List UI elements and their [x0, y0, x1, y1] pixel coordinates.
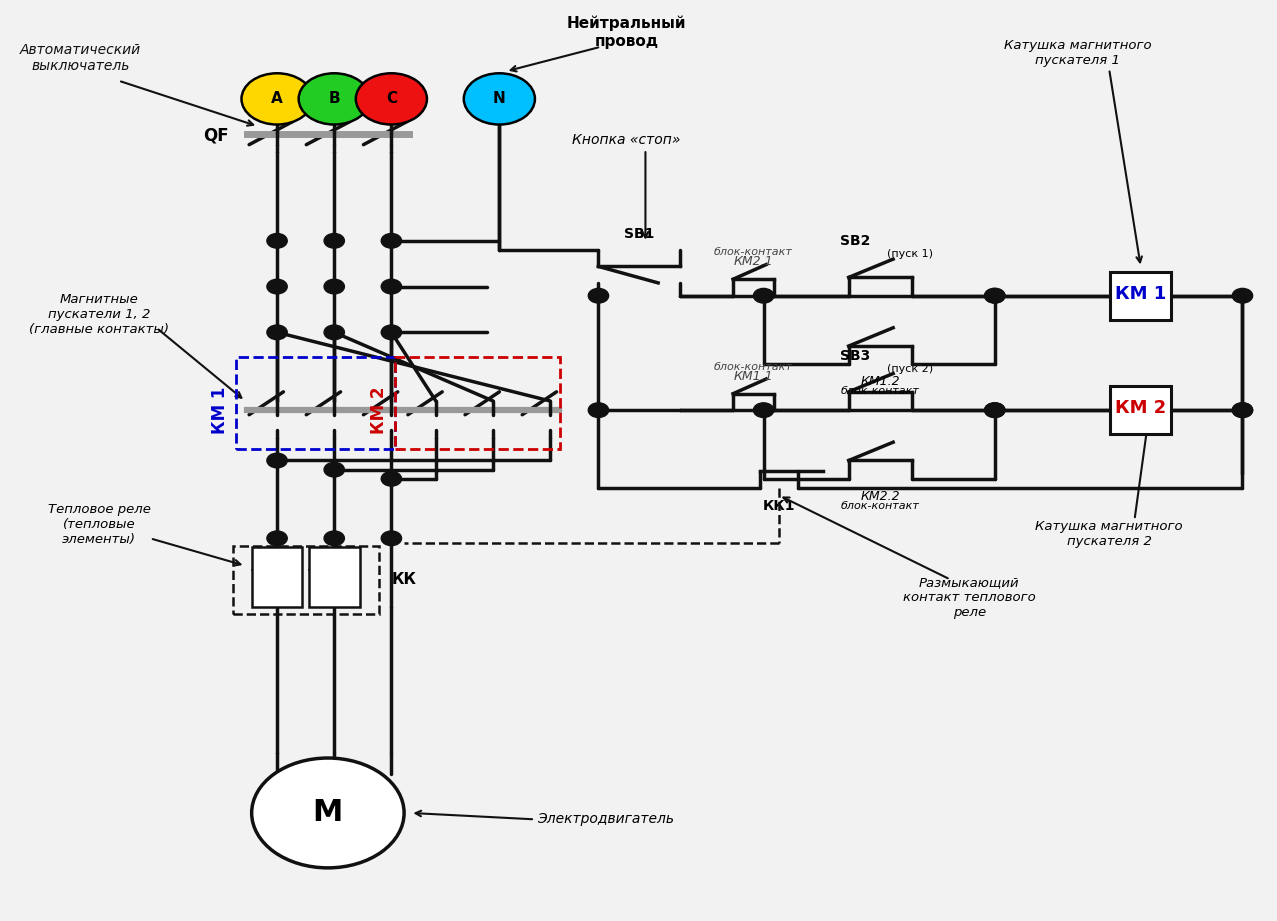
Text: КМ 1: КМ 1	[211, 387, 229, 434]
Text: C: C	[386, 91, 397, 107]
Text: QF: QF	[203, 126, 229, 145]
Text: (пуск 2): (пуск 2)	[886, 364, 933, 374]
Text: КМ 2: КМ 2	[1115, 400, 1166, 417]
Text: КМ1.2: КМ1.2	[861, 376, 900, 389]
Text: Тепловое реле
(тепловые
элементы): Тепловое реле (тепловые элементы)	[47, 503, 151, 546]
Circle shape	[324, 462, 345, 477]
Circle shape	[589, 288, 609, 303]
Circle shape	[252, 758, 404, 868]
Bar	[309, 547, 360, 607]
Text: Электродвигатель: Электродвигатель	[538, 812, 674, 826]
Text: (пуск 1): (пуск 1)	[886, 249, 932, 259]
Text: КМ1.1: КМ1.1	[733, 369, 774, 383]
Text: КМ 1: КМ 1	[1115, 285, 1166, 303]
Circle shape	[985, 402, 1005, 417]
Circle shape	[985, 288, 1005, 303]
Circle shape	[299, 74, 370, 124]
Circle shape	[324, 233, 345, 248]
Circle shape	[753, 402, 774, 417]
Circle shape	[267, 233, 287, 248]
Circle shape	[464, 74, 535, 124]
Circle shape	[356, 74, 427, 124]
Circle shape	[1232, 402, 1253, 417]
Circle shape	[324, 279, 345, 294]
Circle shape	[985, 288, 1005, 303]
Circle shape	[324, 325, 345, 340]
Circle shape	[1232, 402, 1253, 417]
Text: Автоматический
выключатель: Автоматический выключатель	[19, 42, 140, 73]
Circle shape	[382, 233, 401, 248]
Text: B: B	[328, 91, 340, 107]
Text: блок-контакт: блок-контакт	[714, 362, 793, 372]
Circle shape	[589, 402, 609, 417]
Text: Катушка магнитного
пускателя 1: Катушка магнитного пускателя 1	[1004, 39, 1151, 67]
Circle shape	[985, 402, 1005, 417]
Circle shape	[382, 325, 401, 340]
Text: Кнопка «стоп»: Кнопка «стоп»	[572, 134, 681, 147]
Text: М: М	[313, 799, 344, 827]
Circle shape	[382, 279, 401, 294]
Text: блок-контакт: блок-контакт	[842, 501, 919, 511]
Bar	[252, 547, 303, 607]
Circle shape	[267, 453, 287, 468]
Text: КК: КК	[391, 573, 416, 588]
Bar	[1111, 272, 1171, 320]
Text: КМ 2: КМ 2	[369, 387, 388, 434]
Text: SB3: SB3	[840, 348, 870, 363]
Circle shape	[267, 325, 287, 340]
Text: КМ2.1: КМ2.1	[733, 255, 774, 268]
Text: SB1: SB1	[624, 227, 654, 240]
Text: A: A	[271, 91, 283, 107]
Circle shape	[267, 279, 287, 294]
Text: блок-контакт: блок-контакт	[842, 386, 919, 396]
Circle shape	[753, 288, 774, 303]
Text: Катушка магнитного
пускателя 2: Катушка магнитного пускателя 2	[1036, 519, 1183, 548]
Text: КМ2.2: КМ2.2	[861, 490, 900, 503]
Text: блок-контакт: блок-контакт	[714, 247, 793, 257]
Text: Размыкающий
контакт теплового
реле: Размыкающий контакт теплового реле	[903, 577, 1036, 619]
Circle shape	[382, 472, 401, 486]
Text: N: N	[493, 91, 506, 107]
Circle shape	[241, 74, 313, 124]
Text: КК1: КК1	[762, 499, 796, 513]
Circle shape	[267, 531, 287, 545]
Circle shape	[1232, 288, 1253, 303]
Text: Нейтральный
провод: Нейтральный провод	[567, 16, 686, 49]
Text: SB2: SB2	[840, 234, 870, 248]
Circle shape	[382, 531, 401, 545]
Text: Магнитные
пускатели 1, 2
(главные контакты): Магнитные пускатели 1, 2 (главные контак…	[29, 293, 170, 335]
Circle shape	[324, 531, 345, 545]
Bar	[1111, 386, 1171, 434]
